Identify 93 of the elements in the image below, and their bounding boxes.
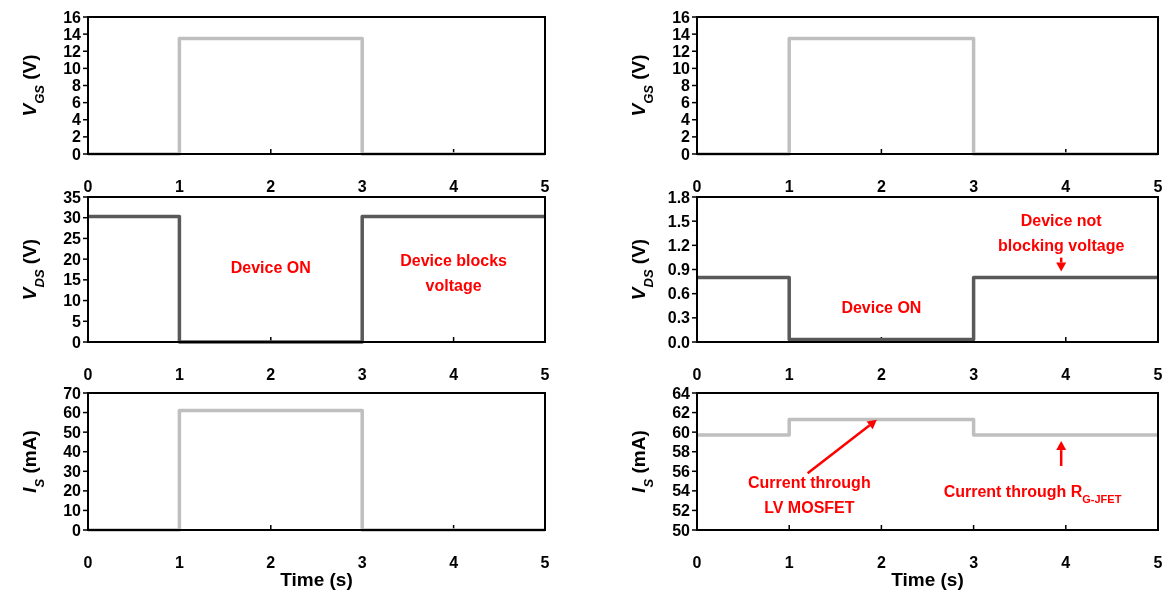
x-tick-label: 0	[83, 554, 93, 571]
y-tick-label: 10	[63, 59, 82, 77]
x-tick-label: 4	[1061, 554, 1071, 571]
y-tick-label: 16	[63, 8, 82, 26]
x-tick-label: 1	[174, 366, 184, 383]
y-tick-label: 58	[672, 443, 691, 461]
y-tick-label: 60	[63, 404, 82, 422]
y-tick-label: 70	[63, 384, 82, 402]
x-tick-label: 1	[174, 554, 184, 571]
x-tick-label: 0	[83, 366, 93, 383]
y-tick-label: 40	[63, 443, 82, 461]
x-axis-title: Time (s)	[891, 569, 964, 590]
x-tick-label: 2	[876, 178, 886, 195]
y-tick-label: 6	[72, 94, 82, 112]
y-tick-label: 8	[72, 77, 82, 95]
y-tick-label: 20	[63, 482, 82, 500]
x-tick-label: 1	[784, 554, 794, 571]
x-tick-label: 5	[1153, 366, 1163, 383]
y-tick-label: 25	[63, 230, 82, 248]
y-tick-label: 1.8	[667, 188, 691, 206]
x-tick-label: 0	[692, 178, 702, 195]
x-tick-label: 3	[969, 554, 979, 571]
x-tick-label: 1	[784, 366, 794, 383]
y-tick-label: 10	[672, 59, 691, 77]
x-tick-label: 3	[357, 366, 367, 383]
x-tick-label: 1	[174, 178, 184, 195]
annotation: Device ON	[230, 258, 311, 276]
x-tick-label: 4	[1061, 366, 1071, 383]
y-tick-label: 14	[672, 25, 691, 43]
y-tick-label: 5	[72, 312, 82, 330]
x-tick-label: 4	[449, 366, 459, 383]
x-axis-title: Time (s)	[280, 569, 353, 590]
y-tick-label: 0.9	[667, 261, 691, 279]
x-tick-label: 3	[969, 366, 979, 383]
x-tick-label: 5	[540, 366, 550, 383]
annotation: Current through LV MOSFET	[748, 473, 871, 516]
y-tick-label: 60	[672, 423, 691, 441]
y-tick-label: 1.2	[667, 236, 691, 254]
y-tick-label: 2	[681, 128, 691, 146]
y-tick-label: 20	[63, 250, 82, 268]
x-tick-label: 5	[1153, 178, 1163, 195]
y-tick-label: 1.5	[667, 212, 691, 230]
annotation: Device ON	[841, 299, 922, 317]
y-tick-label: 0	[72, 521, 82, 539]
x-tick-label: 2	[266, 554, 276, 571]
x-tick-label: 5	[540, 178, 550, 195]
y-tick-label: 50	[672, 521, 691, 539]
y-tick-label: 2	[72, 128, 82, 146]
y-tick-label: 4	[72, 111, 82, 129]
x-tick-label: 0	[692, 554, 702, 571]
y-tick-label: 14	[63, 25, 82, 43]
y-tick-label: 52	[672, 502, 691, 520]
y-tick-label: 12	[63, 42, 82, 60]
y-tick-label: 50	[63, 423, 82, 441]
y-tick-label: 30	[63, 462, 82, 480]
x-tick-label: 4	[449, 178, 459, 195]
y-tick-label: 0.6	[667, 285, 691, 303]
x-tick-label: 2	[876, 554, 886, 571]
x-tick-label: 3	[969, 178, 979, 195]
x-tick-label: 2	[876, 366, 886, 383]
y-tick-label: 0	[72, 333, 82, 351]
y-tick-label: 0	[681, 145, 691, 163]
y-tick-label: 64	[672, 384, 691, 402]
annotation: Current through R$_{G-JFET}$	[943, 483, 1122, 506]
x-tick-label: 3	[357, 554, 367, 571]
y-tick-label: 35	[63, 188, 82, 206]
y-tick-label: 10	[63, 292, 82, 310]
y-tick-label: 56	[672, 462, 691, 480]
y-tick-label: 0.0	[667, 333, 691, 351]
x-tick-label: 0	[83, 178, 93, 195]
x-tick-label: 5	[1153, 554, 1163, 571]
x-tick-label: 0	[692, 366, 702, 383]
x-tick-label: 2	[266, 178, 276, 195]
y-tick-label: 62	[672, 404, 691, 422]
x-tick-label: 5	[540, 554, 550, 571]
x-tick-label: 4	[1061, 178, 1071, 195]
y-tick-label: 12	[672, 42, 691, 60]
y-tick-label: 54	[672, 482, 691, 500]
y-tick-label: 8	[681, 77, 691, 95]
x-tick-label: 3	[357, 178, 367, 195]
annotation: Device blocks voltage	[400, 252, 508, 295]
y-tick-label: 15	[63, 271, 82, 289]
annotation: Device not blocking voltage	[998, 211, 1125, 254]
y-tick-label: 10	[63, 502, 82, 520]
y-tick-label: 0.3	[667, 309, 691, 327]
x-tick-label: 4	[449, 554, 459, 571]
y-tick-label: 30	[63, 209, 82, 227]
y-tick-label: 6	[681, 94, 691, 112]
y-tick-label: 16	[672, 8, 691, 26]
x-tick-label: 1	[784, 178, 794, 195]
y-tick-label: 0	[72, 145, 82, 163]
x-tick-label: 2	[266, 366, 276, 383]
y-tick-label: 4	[681, 111, 691, 129]
